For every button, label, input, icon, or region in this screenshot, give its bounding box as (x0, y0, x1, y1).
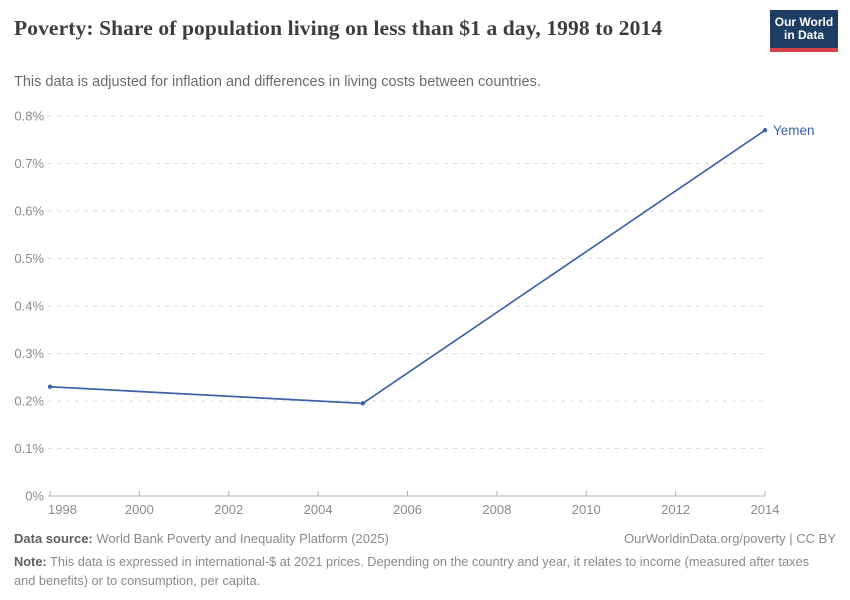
owid-license-link[interactable]: OurWorldinData.org/poverty | CC BY (624, 531, 836, 546)
x-tick-label: 2004 (304, 502, 333, 517)
series-end-label-yemen[interactable]: Yemen (773, 123, 815, 138)
chart-title: Poverty: Share of population living on l… (14, 16, 663, 40)
y-tick-label: 0.3% (14, 346, 44, 361)
data-point[interactable] (762, 128, 768, 133)
data-source-text: World Bank Poverty and Inequality Platfo… (92, 531, 389, 546)
y-tick-label: 0.1% (14, 441, 44, 456)
note-label: Note: (14, 554, 47, 569)
x-tick-label: 2010 (572, 502, 601, 517)
chart-subtitle: This data is adjusted for inflation and … (14, 74, 541, 90)
x-tick-label: 2014 (751, 502, 780, 517)
x-tick-label: 2002 (214, 502, 243, 517)
y-tick-label: 0.2% (14, 394, 44, 409)
y-tick-label: 0.5% (14, 251, 44, 266)
trend-line[interactable] (49, 129, 766, 405)
y-tick-label: 0.4% (14, 299, 44, 314)
owid-logo-line2: in Data (783, 28, 824, 42)
x-tick-label: 2008 (482, 502, 511, 517)
x-axis: 1998 2000 2002 2004 2006 2008 2010 2012 2014 (48, 491, 779, 517)
x-tick-label: 2000 (125, 502, 154, 517)
y-tick-label: 0.7% (14, 156, 44, 171)
note-text: This data is expressed in international-… (14, 554, 810, 588)
chart-footer: Data source: World Bank Poverty and Ineq… (14, 531, 836, 590)
owid-logo-line1: Our World (774, 15, 834, 29)
y-axis-grid: 0% 0.1% 0.2% 0.3% 0.4% 0.5% 0.6% 0.7% 0.8% (14, 109, 765, 504)
x-tick-label: 1998 (48, 502, 77, 517)
owid-logo[interactable]: Our World in Data (770, 10, 838, 52)
y-tick-label: 0.8% (14, 109, 44, 124)
data-source-line: Data source: World Bank Poverty and Ineq… (14, 531, 389, 546)
x-tick-label: 2012 (661, 502, 690, 517)
y-tick-label: 0% (25, 489, 44, 504)
trend-line-series[interactable] (47, 128, 768, 406)
y-tick-label: 0.6% (14, 204, 44, 219)
data-point[interactable] (47, 384, 53, 389)
footnote: Note: This data is expressed in internat… (14, 552, 814, 590)
x-tick-label: 2006 (393, 502, 422, 517)
data-point[interactable] (360, 401, 366, 406)
data-source-label: Data source: (14, 531, 93, 546)
